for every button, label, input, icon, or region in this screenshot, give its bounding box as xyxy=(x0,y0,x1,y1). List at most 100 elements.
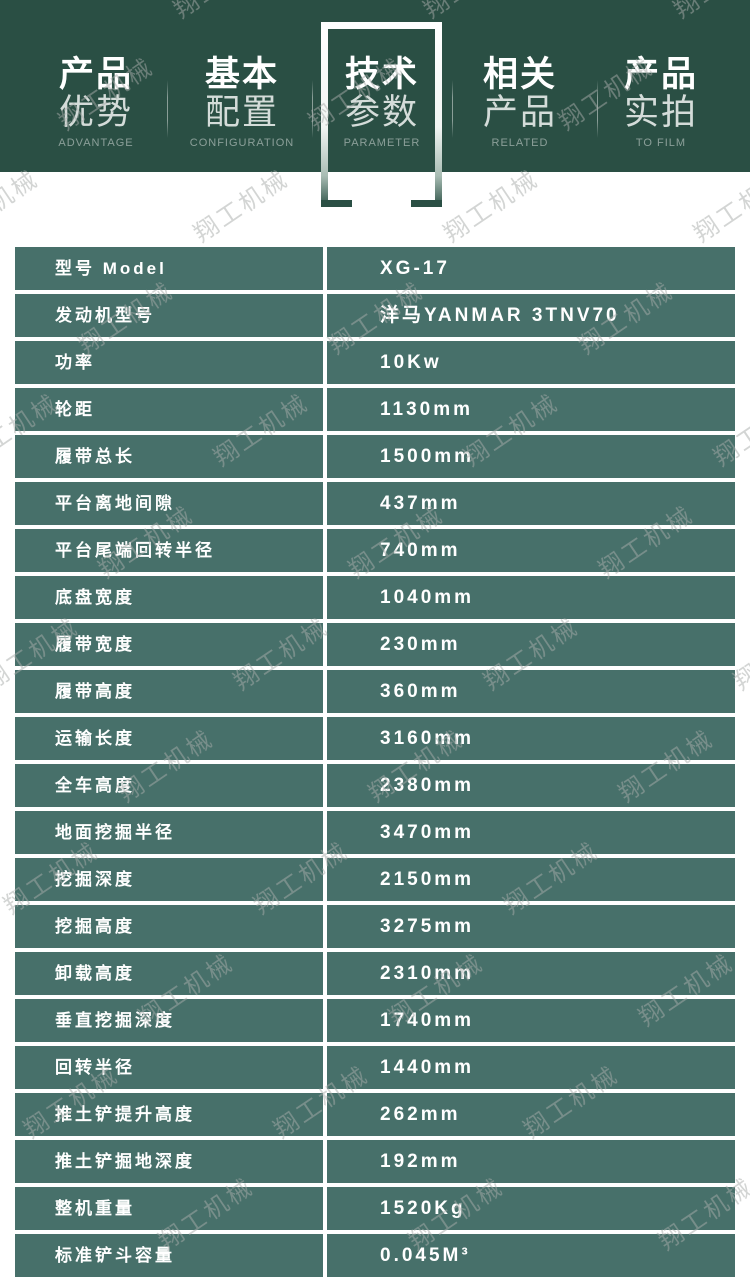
section-tab-bar: 产品 优势 ADVANTAGE 基本 配置 CONFIGURATION 技术 参… xyxy=(0,0,750,207)
spec-label-cell: 履带高度 xyxy=(15,670,323,713)
spec-label-cell: 回转半径 xyxy=(15,1046,323,1089)
tab-configuration[interactable]: 基本 配置 CONFIGURATION xyxy=(172,0,312,172)
spec-value-cell: 3470mm xyxy=(327,811,735,854)
spec-label-cell: 推土铲掘地深度 xyxy=(15,1140,323,1183)
spec-table: 型号 Model XG-17 发动机型号 洋马YANMAR 3TNV70 功率 … xyxy=(15,247,735,1281)
table-row: 底盘宽度 1040mm xyxy=(15,576,735,619)
spec-value-cell: XG-17 xyxy=(327,247,735,290)
spec-value-cell: 3275mm xyxy=(327,905,735,948)
frame-foot-left xyxy=(321,200,352,207)
brand-watermark: 翔工机械 xyxy=(439,165,544,248)
table-row: 履带总长 1500mm xyxy=(15,435,735,478)
brand-watermark: 翔工机械 xyxy=(689,165,750,248)
tab-related[interactable]: 相关 产品 RELATED xyxy=(450,0,590,172)
tab-title-cn: 产品 xyxy=(58,55,133,94)
spec-label-cell: 标准铲斗容量 xyxy=(15,1234,323,1277)
spec-label-cell: 推土铲提升高度 xyxy=(15,1093,323,1136)
table-row: 地面挖掘半径 3470mm xyxy=(15,811,735,854)
tab-separator xyxy=(452,80,453,138)
table-row: 卸载高度 2310mm xyxy=(15,952,735,995)
table-row: 运输长度 3160mm xyxy=(15,717,735,760)
table-row: 全车高度 2380mm xyxy=(15,764,735,807)
frame-foot-right xyxy=(411,200,442,207)
table-row: 标准铲斗容量 0.045M³ xyxy=(15,1234,735,1277)
tab-subtitle-cn: 优势 xyxy=(58,93,133,132)
spec-label-cell: 履带宽度 xyxy=(15,623,323,666)
spec-value-cell: 230mm xyxy=(327,623,735,666)
spec-value-cell: 10Kw xyxy=(327,341,735,384)
spec-label-cell: 发动机型号 xyxy=(15,294,323,337)
spec-value-cell: 0.045M³ xyxy=(327,1234,735,1277)
brand-watermark: 翔工机械 xyxy=(0,165,44,248)
tab-separator xyxy=(597,80,598,138)
spec-value-cell: 1740mm xyxy=(327,999,735,1042)
spec-label-cell: 整机重量 xyxy=(15,1187,323,1230)
spec-value-cell: 2150mm xyxy=(327,858,735,901)
spec-label-cell: 型号 Model xyxy=(15,247,323,290)
spec-label-cell: 轮距 xyxy=(15,388,323,431)
spec-value-cell: 262mm xyxy=(327,1093,735,1136)
brand-watermark: 翔工机械 xyxy=(745,831,750,920)
spec-value-cell: 1040mm xyxy=(327,576,735,619)
spec-value-cell: 1520Kg xyxy=(327,1187,735,1230)
tab-caption-en: ADVANTAGE xyxy=(58,137,134,149)
spec-label-cell: 运输长度 xyxy=(15,717,323,760)
tab-title-cn: 基本 xyxy=(204,55,279,94)
table-row: 轮距 1130mm xyxy=(15,388,735,431)
table-row: 回转半径 1440mm xyxy=(15,1046,735,1089)
tab-title-cn: 技术 xyxy=(344,55,419,94)
table-row: 推土铲掘地深度 192mm xyxy=(15,1140,735,1183)
table-row: 挖掘深度 2150mm xyxy=(15,858,735,901)
spec-label-cell: 全车高度 xyxy=(15,764,323,807)
tab-parameter[interactable]: 技术 参数 PARAMETER xyxy=(312,0,452,172)
tab-subtitle-cn: 产品 xyxy=(482,93,557,132)
tab-subtitle-cn: 配置 xyxy=(204,93,279,132)
spec-label-cell: 地面挖掘半径 xyxy=(15,811,323,854)
spec-label-cell: 底盘宽度 xyxy=(15,576,323,619)
tab-subtitle-cn: 实拍 xyxy=(623,93,698,132)
table-row: 平台离地间隙 437mm xyxy=(15,482,735,525)
table-row: 平台尾端回转半径 740mm xyxy=(15,529,735,572)
tab-separator xyxy=(312,80,313,138)
table-row: 挖掘高度 3275mm xyxy=(15,905,735,948)
spec-value-cell: 2310mm xyxy=(327,952,735,995)
spec-value-cell: 1440mm xyxy=(327,1046,735,1089)
table-row: 履带宽度 230mm xyxy=(15,623,735,666)
tab-advantage[interactable]: 产品 优势 ADVANTAGE xyxy=(26,0,166,172)
spec-label-cell: 挖掘高度 xyxy=(15,905,323,948)
spec-value-cell: 3160mm xyxy=(327,717,735,760)
spec-label-cell: 卸载高度 xyxy=(15,952,323,995)
spec-label-cell: 挖掘深度 xyxy=(15,858,323,901)
spec-value-cell: 1500mm xyxy=(327,435,735,478)
spec-value-cell: 2380mm xyxy=(327,764,735,807)
spec-value-cell: 437mm xyxy=(327,482,735,525)
table-row: 履带高度 360mm xyxy=(15,670,735,713)
tab-title-cn: 相关 xyxy=(482,55,557,94)
tab-separator xyxy=(167,80,168,138)
spec-value-cell: 360mm xyxy=(327,670,735,713)
table-row: 垂直挖掘深度 1740mm xyxy=(15,999,735,1042)
spec-label-cell: 平台离地间隙 xyxy=(15,482,323,525)
tab-subtitle-cn: 参数 xyxy=(344,93,419,132)
spec-label-cell: 功率 xyxy=(15,341,323,384)
tab-title-cn: 产品 xyxy=(623,55,698,94)
table-row: 功率 10Kw xyxy=(15,341,735,384)
spec-label-cell: 平台尾端回转半径 xyxy=(15,529,323,572)
spec-label-cell: 履带总长 xyxy=(15,435,323,478)
table-row: 整机重量 1520Kg xyxy=(15,1187,735,1230)
tab-caption-en: PARAMETER xyxy=(343,137,421,149)
table-row: 型号 Model XG-17 xyxy=(15,247,735,290)
spec-value-cell: 洋马YANMAR 3TNV70 xyxy=(327,294,735,337)
brand-watermark: 翔工机械 xyxy=(189,165,294,248)
table-row: 推土铲提升高度 262mm xyxy=(15,1093,735,1136)
tab-caption-en: CONFIGURATION xyxy=(189,137,295,149)
spec-label-cell: 垂直挖掘深度 xyxy=(15,999,323,1042)
tab-caption-en: RELATED xyxy=(491,137,549,149)
tab-caption-en: TO FILM xyxy=(635,137,687,149)
spec-value-cell: 1130mm xyxy=(327,388,735,431)
spec-value-cell: 192mm xyxy=(327,1140,735,1183)
table-row: 发动机型号 洋马YANMAR 3TNV70 xyxy=(15,294,735,337)
tab-to-film[interactable]: 产品 实拍 TO FILM xyxy=(591,0,731,172)
spec-value-cell: 740mm xyxy=(327,529,735,572)
